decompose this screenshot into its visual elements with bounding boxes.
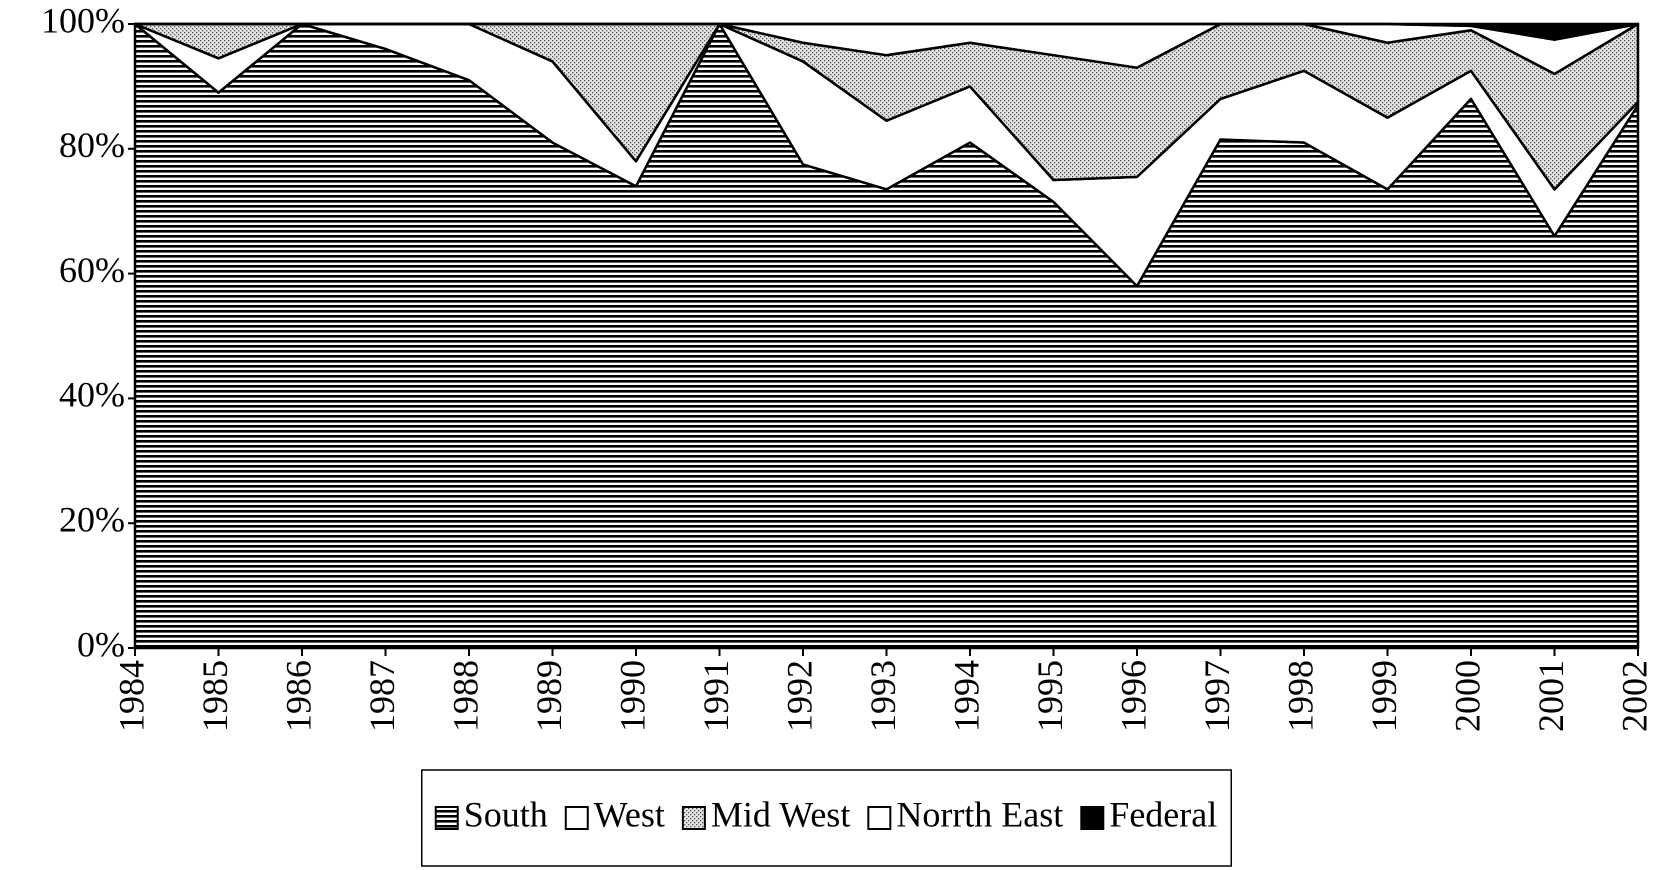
x-tick-label: 1986 bbox=[278, 660, 318, 732]
legend-label: South bbox=[464, 794, 548, 834]
x-tick-label: 1996 bbox=[1113, 660, 1153, 732]
x-tick-label: 1995 bbox=[1030, 660, 1070, 732]
x-tick-label: 1991 bbox=[696, 660, 736, 732]
x-tick-label: 1994 bbox=[946, 660, 986, 732]
x-tick-label: 1990 bbox=[612, 660, 652, 732]
legend-swatch bbox=[564, 806, 589, 830]
legend-label: Mid West bbox=[711, 794, 850, 834]
y-tick-label: 60% bbox=[59, 250, 125, 290]
y-tick-label: 20% bbox=[59, 499, 125, 539]
x-tick-label: 2002 bbox=[1614, 660, 1654, 732]
x-tick-label: 1989 bbox=[529, 660, 569, 732]
x-tick-label: 1997 bbox=[1197, 660, 1237, 732]
legend-swatch bbox=[434, 806, 459, 830]
y-tick-label: 100% bbox=[41, 0, 125, 40]
x-tick-label: 1992 bbox=[779, 660, 819, 732]
legend-label: Norrth East bbox=[896, 794, 1063, 834]
legend-swatch bbox=[681, 806, 706, 830]
x-tick-label: 1984 bbox=[111, 660, 151, 732]
x-tick-label: 1985 bbox=[195, 660, 235, 732]
x-tick-label: 1999 bbox=[1364, 660, 1404, 732]
x-tick-label: 1988 bbox=[445, 660, 485, 732]
x-tick-label: 2000 bbox=[1447, 660, 1487, 732]
y-tick-label: 80% bbox=[59, 125, 125, 165]
x-tick-label: 2001 bbox=[1531, 660, 1571, 732]
y-tick-label: 0% bbox=[77, 624, 125, 664]
x-tick-label: 1987 bbox=[362, 660, 402, 732]
x-tick-label: 1993 bbox=[863, 660, 903, 732]
x-tick-label: 1998 bbox=[1280, 660, 1320, 732]
legend-swatch bbox=[867, 806, 892, 830]
legend-label: Federal bbox=[1109, 794, 1217, 834]
legend-swatch bbox=[1080, 806, 1105, 830]
areas bbox=[133, 22, 1640, 650]
legend: South West Mid West Norrth East Federal bbox=[421, 769, 1232, 867]
area bbox=[133, 22, 1640, 41]
legend-label: West bbox=[594, 794, 665, 834]
y-tick-label: 40% bbox=[59, 375, 125, 415]
